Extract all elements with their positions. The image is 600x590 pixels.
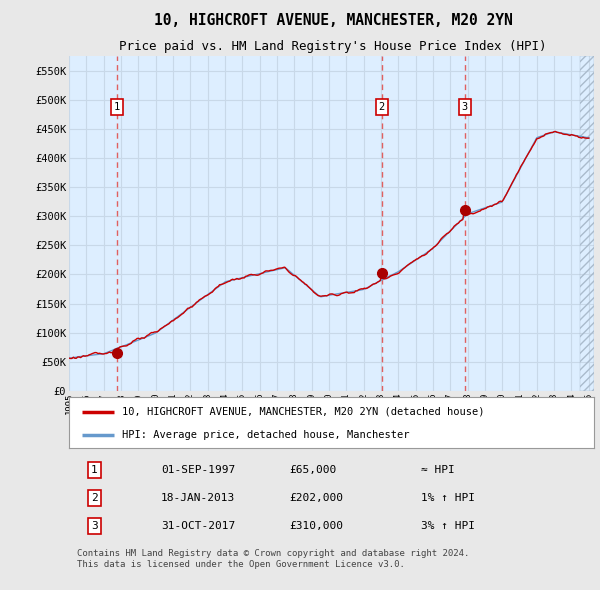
Text: 31-OCT-2017: 31-OCT-2017 xyxy=(161,521,235,531)
Text: £310,000: £310,000 xyxy=(290,521,343,531)
Text: 2: 2 xyxy=(379,102,385,112)
Text: 1: 1 xyxy=(113,102,120,112)
Text: HPI: Average price, detached house, Manchester: HPI: Average price, detached house, Manc… xyxy=(121,430,409,440)
Text: Contains HM Land Registry data © Crown copyright and database right 2024.
This d: Contains HM Land Registry data © Crown c… xyxy=(77,549,469,569)
Text: £202,000: £202,000 xyxy=(290,493,343,503)
Text: £65,000: £65,000 xyxy=(290,466,337,476)
Text: 18-JAN-2013: 18-JAN-2013 xyxy=(161,493,235,503)
Text: 10, HIGHCROFT AVENUE, MANCHESTER, M20 2YN: 10, HIGHCROFT AVENUE, MANCHESTER, M20 2Y… xyxy=(154,14,512,28)
Text: 3: 3 xyxy=(461,102,467,112)
Text: 3% ↑ HPI: 3% ↑ HPI xyxy=(421,521,475,531)
Text: 10, HIGHCROFT AVENUE, MANCHESTER, M20 2YN (detached house): 10, HIGHCROFT AVENUE, MANCHESTER, M20 2Y… xyxy=(121,407,484,417)
Text: 2: 2 xyxy=(91,493,98,503)
Text: 01-SEP-1997: 01-SEP-1997 xyxy=(161,466,235,476)
Text: 1% ↑ HPI: 1% ↑ HPI xyxy=(421,493,475,503)
Text: ≈ HPI: ≈ HPI xyxy=(421,466,455,476)
Text: 3: 3 xyxy=(91,521,98,531)
Text: 1: 1 xyxy=(91,466,98,476)
Text: Price paid vs. HM Land Registry's House Price Index (HPI): Price paid vs. HM Land Registry's House … xyxy=(119,40,547,53)
